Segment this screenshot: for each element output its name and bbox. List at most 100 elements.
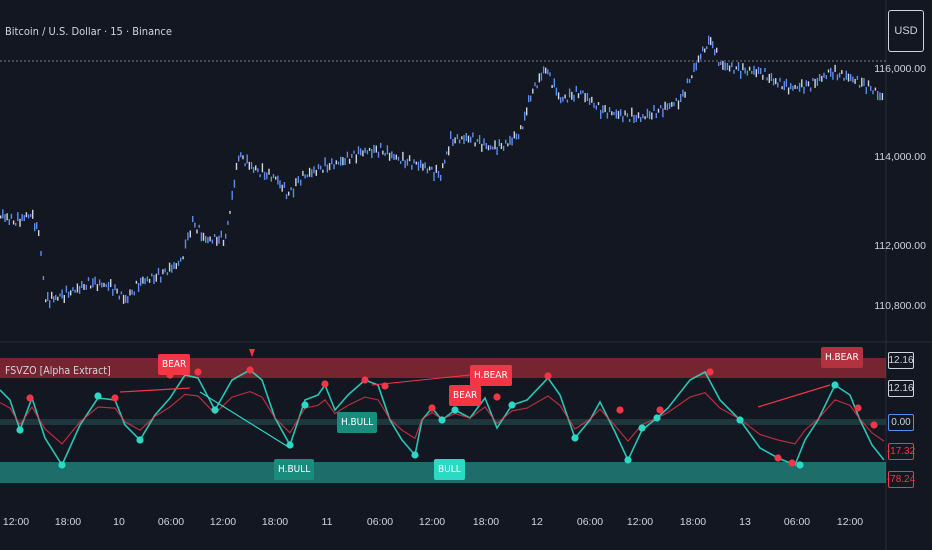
candle: [81, 281, 83, 288]
candle: [631, 107, 633, 117]
divergence-line: [371, 374, 471, 386]
candle: [686, 78, 689, 84]
candle: [591, 96, 593, 103]
candle: [496, 147, 498, 155]
candle: [577, 93, 580, 99]
oscillator-line: [0, 369, 885, 467]
candle: [322, 169, 324, 173]
candle: [580, 90, 582, 95]
candle: [135, 280, 138, 284]
candle: [40, 250, 42, 256]
candle: [137, 282, 140, 292]
candle: [49, 300, 51, 309]
candle: [666, 103, 669, 111]
signal-line: [0, 390, 885, 445]
candle: [655, 113, 657, 119]
candle: [213, 234, 216, 238]
candle: [606, 112, 609, 119]
candle: [85, 284, 87, 290]
candle: [23, 215, 25, 222]
candle: [151, 273, 153, 277]
candle: [127, 296, 129, 304]
candle: [827, 69, 830, 73]
candle: [807, 81, 810, 87]
candle: [513, 131, 515, 139]
bull-dot: [58, 461, 66, 469]
candle: [611, 111, 613, 116]
candle: [107, 281, 110, 291]
time-tick: 06:00: [366, 516, 394, 528]
symbol-title[interactable]: Bitcoin / U.S. Dollar · 15 · Binance: [5, 25, 172, 38]
candle: [122, 294, 125, 304]
candle: [140, 277, 142, 286]
bull-dot: [653, 414, 661, 422]
bear-dot: [774, 454, 782, 462]
candle: [847, 73, 850, 82]
candle: [697, 55, 700, 63]
bull-dot: [136, 436, 144, 444]
candle: [751, 70, 753, 74]
time-tick: 12:00: [418, 516, 446, 528]
candle: [671, 101, 673, 107]
candle: [604, 105, 606, 113]
candle: [816, 77, 819, 86]
candle: [748, 66, 751, 71]
candle: [664, 101, 666, 110]
candle: [646, 108, 649, 118]
time-tick: 12:00: [836, 516, 864, 528]
candle: [841, 70, 843, 74]
candle: [726, 63, 729, 70]
bull-dot: [438, 416, 446, 424]
price-label-116000: 116,000.00: [874, 63, 926, 75]
candle: [814, 78, 816, 88]
candle: [766, 77, 768, 81]
candle: [120, 291, 123, 295]
candle: [395, 154, 397, 160]
candle: [557, 92, 560, 100]
candle: [393, 154, 395, 160]
divergence-line: [119, 387, 191, 393]
candle: [222, 239, 225, 246]
time-tick: 18:00: [261, 516, 289, 528]
candle: [532, 88, 534, 94]
candle: [724, 62, 726, 71]
candle: [712, 41, 714, 49]
indicator-title[interactable]: FSVZO [Alpha Extract]: [5, 365, 111, 377]
candle: [36, 222, 38, 230]
candle: [402, 151, 404, 161]
candle: [70, 290, 72, 296]
candle: [834, 64, 836, 72]
candle: [320, 165, 322, 170]
candle: [772, 78, 775, 86]
candle: [15, 222, 17, 226]
candle: [660, 105, 662, 109]
candle: [511, 137, 513, 146]
signal-label-bull: BULL: [434, 459, 465, 480]
candle: [357, 146, 360, 155]
candle: [850, 74, 852, 82]
price-label-110800: 110,800.00: [874, 300, 926, 312]
candle: [377, 151, 380, 158]
candle: [300, 179, 302, 186]
candle: [796, 86, 799, 90]
indicator-zero-value: 0.00: [888, 414, 914, 431]
bull-dot: [211, 406, 219, 414]
candle: [454, 137, 456, 144]
candle: [153, 275, 155, 284]
candle: [160, 276, 162, 283]
candle: [722, 60, 724, 70]
candle: [446, 151, 448, 155]
candle: [494, 140, 496, 150]
candle: [805, 80, 807, 87]
candle: [688, 79, 691, 83]
currency-button[interactable]: USD: [888, 10, 924, 52]
bear-dot: [788, 459, 796, 467]
candle: [406, 158, 409, 166]
candle: [285, 194, 288, 200]
candle: [34, 223, 36, 232]
candle: [571, 91, 573, 100]
candle: [553, 78, 555, 88]
candle: [302, 170, 304, 176]
candle: [502, 145, 505, 151]
